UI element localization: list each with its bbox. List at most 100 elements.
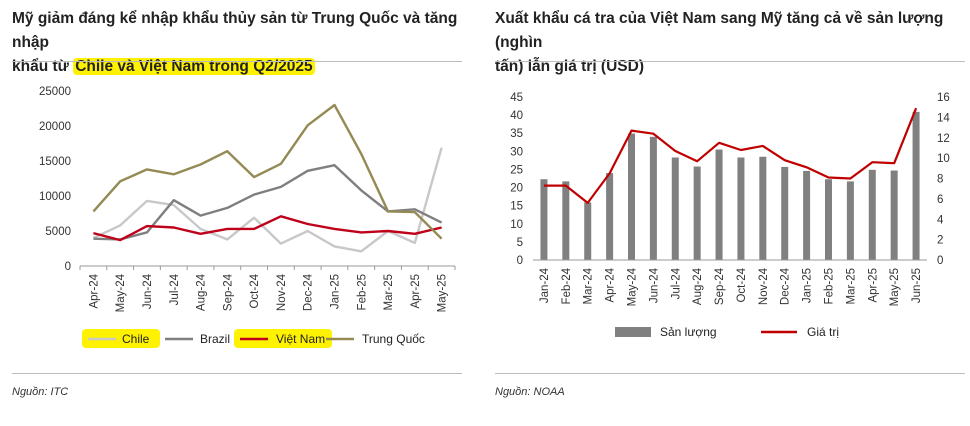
left-source: Nguồn: ITC (12, 386, 69, 398)
right-combo-chart: 0 5 10 15 20 25 30 35 40 45 0 2 4 6 8 10 12 14 16 Jan-24 Feb… (510, 92, 950, 339)
x-tick-label: Apr-25 (867, 268, 879, 303)
bar-san-luong (584, 202, 592, 260)
bar-san-luong (846, 181, 854, 260)
x-tick-label: Jun-24 (648, 267, 660, 303)
x-tick-label: Oct-24 (736, 267, 748, 302)
y-right-tick-label: 8 (937, 174, 943, 186)
bar-san-luong (890, 170, 898, 260)
right-title-line1: Xuất khẩu cá tra của Việt Nam sang Mỹ tă… (495, 10, 944, 51)
x-tick-label: May-25 (437, 274, 449, 312)
right-top-divider (495, 61, 965, 62)
bar-san-luong (671, 157, 679, 260)
x-tick-label: Sep-24 (222, 273, 234, 311)
right-chart-panel: Xuất khẩu cá tra của Việt Nam sang Mỹ tă… (495, 0, 970, 426)
x-tick-label: Apr-24 (88, 273, 100, 308)
y-right-tick-label: 0 (937, 255, 943, 267)
y-left-tick-label: 20 (510, 183, 523, 195)
y-right-tick-label: 6 (937, 194, 943, 206)
x-tick-label: Sep-24 (714, 267, 726, 305)
left-chart-panel: Mỹ giảm đáng kể nhập khẩu thủy sản từ Tr… (0, 0, 470, 426)
y-right-tick-label: 10 (937, 153, 950, 165)
bar-san-luong (868, 169, 876, 260)
y-left-tick-label: 0 (517, 255, 523, 267)
bar-san-luong (781, 166, 789, 260)
y-left-tick-label: 40 (510, 110, 523, 122)
x-tick-label: Nov-24 (276, 273, 288, 311)
x-tick-label: May-25 (889, 268, 901, 306)
x-tick-label: Jan-24 (539, 267, 551, 303)
legend-swatch-bar (615, 327, 651, 337)
legend-label: Trung Quốc (362, 332, 425, 346)
left-title-line1: Mỹ giảm đáng kể nhập khẩu thủy sản từ Tr… (12, 10, 458, 51)
x-tick-label: Jun-25 (911, 268, 923, 303)
x-tick-label: Aug-24 (196, 273, 208, 311)
x-tick-label: Jan-25 (802, 268, 814, 303)
bar-san-luong (649, 136, 657, 260)
y-left-tick-label: 15 (510, 201, 523, 213)
x-tick-label: Nov-24 (758, 267, 770, 305)
bar-san-luong (540, 179, 548, 260)
y-left-tick-label: 45 (510, 92, 523, 104)
x-tick-label: Apr-25 (410, 274, 422, 309)
x-tick-label: Jun-24 (142, 273, 154, 309)
bar-san-luong (562, 181, 570, 260)
left-chart-title: Mỹ giảm đáng kể nhập khẩu thủy sản từ Tr… (12, 7, 467, 79)
x-tick-label: May-24 (627, 267, 639, 306)
y-right-tick-label: 4 (937, 214, 944, 226)
x-tick-label: Feb-25 (356, 274, 368, 310)
left-title-line2-prefix: khẩu từ (12, 58, 74, 75)
legend-label: Việt Nam (276, 332, 325, 346)
y-left-tick-label: 10 (510, 219, 523, 231)
right-chart-title: Xuất khẩu cá tra của Việt Nam sang Mỹ tă… (495, 7, 965, 79)
y-right-tick-label: 16 (937, 92, 950, 104)
x-tick-label: Dec-24 (303, 273, 315, 311)
left-line-chart: 0 5000 10000 15000 20000 25000 Apr-24 May-24 Jun… (39, 86, 456, 348)
bar-san-luong (759, 156, 767, 260)
y-right-tick-label: 14 (937, 112, 950, 124)
x-tick-label: Apr-24 (605, 267, 617, 302)
bar-san-luong (628, 133, 635, 260)
bar-san-luong (715, 149, 723, 260)
bar-san-luong (825, 179, 832, 260)
legend-label: Sản lượng (660, 325, 717, 339)
legend-label: Chile (122, 332, 150, 346)
y-tick-label: 0 (65, 261, 71, 273)
x-tick-label: Mar-25 (383, 274, 395, 310)
x-tick-label: Mar-24 (583, 267, 595, 304)
left-title-highlight: Chile và Việt Nam trong Q2/2025 (73, 58, 315, 75)
right-source: Nguồn: NOAA (495, 386, 565, 398)
y-right-tick-label: 2 (937, 235, 943, 247)
series-line-trung-quốc (92, 103, 443, 240)
legend-highlight (234, 329, 332, 348)
bar-san-luong (693, 166, 701, 260)
x-tick-label: Jul-24 (169, 273, 181, 305)
x-tick-label: Feb-25 (824, 268, 836, 304)
y-left-tick-label: 30 (510, 146, 523, 158)
x-tick-label: Mar-25 (845, 268, 857, 304)
x-tick-label: Jan-25 (329, 274, 341, 309)
right-bottom-divider (495, 373, 965, 374)
x-tick-label: Feb-24 (561, 267, 573, 304)
y-left-tick-label: 25 (510, 164, 523, 176)
bar-san-luong (912, 111, 920, 261)
y-left-tick-label: 35 (510, 128, 523, 140)
bar-san-luong (737, 157, 745, 260)
legend-highlight (82, 329, 160, 348)
x-tick-label: Oct-24 (249, 273, 261, 308)
legend-label: Giá trị (807, 325, 839, 339)
left-top-divider (12, 61, 462, 62)
series-line-chile (92, 147, 443, 253)
y-tick-label: 5000 (45, 226, 71, 238)
x-tick-label: Aug-24 (692, 267, 704, 305)
x-tick-label: Jul-24 (670, 267, 682, 299)
y-tick-label: 20000 (39, 121, 71, 133)
y-tick-label: 15000 (39, 156, 71, 168)
series-line-gia-tri (543, 107, 918, 204)
x-tick-label: May-24 (115, 273, 127, 312)
x-tick-label: Dec-24 (780, 267, 792, 305)
series-line-việt-nam (93, 215, 442, 242)
y-left-tick-label: 5 (517, 237, 523, 249)
y-tick-label: 25000 (39, 86, 71, 98)
y-right-tick-label: 12 (937, 133, 950, 145)
y-tick-label: 10000 (39, 191, 71, 203)
